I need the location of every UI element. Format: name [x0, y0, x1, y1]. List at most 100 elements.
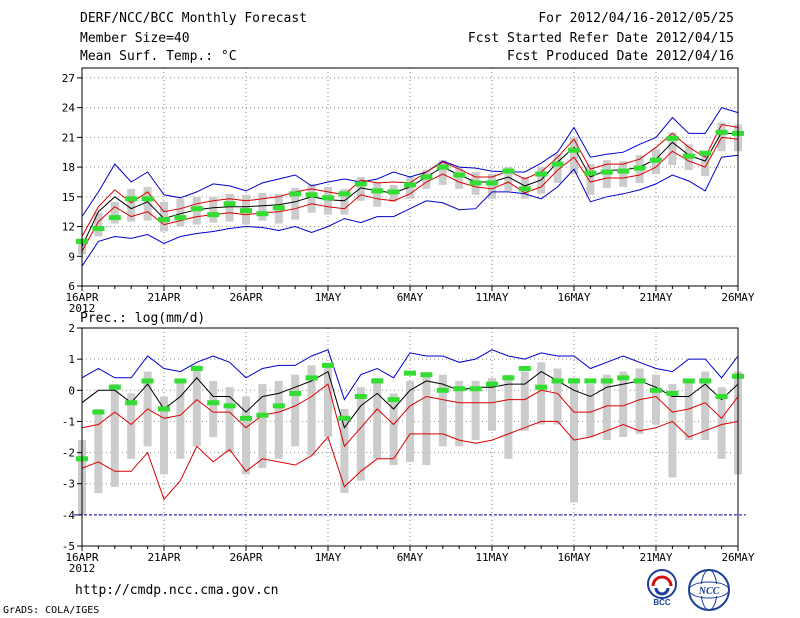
precip-y-tick-label: -5: [62, 540, 75, 553]
temp-marker: [174, 215, 187, 221]
temp-marker: [289, 191, 302, 197]
precip-marker: [666, 390, 679, 396]
precip-x-tick-label: 21MAY: [639, 551, 672, 564]
precip-upper-line: [81, 383, 739, 448]
precip-marker: [141, 378, 154, 384]
temp-marker: [650, 157, 662, 163]
temp-spread-box: [110, 201, 119, 224]
precip-spread-box: [389, 393, 398, 466]
precip-spread-box: [635, 368, 644, 434]
precip-marker: [600, 378, 613, 384]
precip-spread-box: [438, 374, 447, 447]
precip-y-tick-label: -2: [62, 447, 75, 460]
precip-marker: [699, 378, 712, 384]
precip-lower-line: [81, 420, 739, 501]
precip-marker: [535, 384, 548, 390]
temp-spread-box: [570, 137, 578, 175]
temp-y-tick-label: 18: [62, 161, 75, 174]
temp-marker: [453, 172, 466, 178]
temp-marker: [666, 135, 679, 141]
precip-marker: [338, 415, 351, 421]
precip-marker: [158, 406, 170, 412]
precip-spread-box: [356, 387, 365, 481]
precip-spread-box: [274, 380, 283, 459]
temp-y-tick-label: 21: [62, 131, 75, 144]
temp-marker: [715, 129, 728, 135]
temp-marker: [535, 171, 548, 177]
temp-marker: [682, 153, 695, 159]
precip-spread-box: [455, 380, 464, 447]
precip-marker: [387, 397, 400, 403]
temp-marker: [551, 161, 564, 167]
precip-marker: [650, 387, 662, 393]
precip-spread-box: [291, 374, 300, 447]
temp-x-tick-label: 1MAY: [315, 291, 342, 304]
precip-spread-box: [94, 408, 103, 494]
temp-y-tick-label: 9: [68, 250, 75, 263]
temp-marker: [92, 226, 105, 232]
precip-spread-box: [586, 384, 595, 437]
precip-marker: [568, 378, 580, 384]
precip-spread-box: [488, 377, 496, 431]
temp-spread-box: [619, 161, 628, 187]
precip-marker: [108, 384, 121, 390]
temp-spread-box: [373, 181, 382, 207]
precip-marker: [240, 415, 252, 421]
temp-marker: [338, 191, 351, 197]
temp-marker: [600, 169, 613, 175]
temp-marker: [502, 168, 515, 174]
temp-spread-box: [160, 201, 168, 232]
temp-marker: [354, 181, 367, 187]
precip-spread-box: [209, 380, 218, 437]
precip-marker: [518, 365, 531, 371]
precip-spread-box: [324, 365, 332, 437]
precip-spread-box: [422, 374, 431, 466]
precip-y-tick-label: 0: [68, 384, 75, 397]
precip-max-line: [81, 349, 739, 401]
precip-marker: [551, 378, 564, 384]
precip-marker: [420, 372, 433, 378]
forecast-start-date: Fcst Started Refer Date 2012/04/15: [467, 31, 734, 46]
temp-marker: [141, 196, 154, 202]
temp-spread-box: [701, 152, 710, 177]
temp-marker: [469, 180, 482, 186]
precip-spread-box: [504, 374, 513, 459]
temp-marker: [518, 186, 531, 192]
precip-marker: [633, 378, 646, 384]
temp-max-line: [81, 107, 739, 217]
precip-x-tick-label: 26MAY: [721, 551, 754, 564]
precip-y-tick-label: -3: [62, 478, 75, 491]
precip-variable-label: Prec.: log(mm/d): [80, 311, 206, 326]
precip-spread-box: [242, 396, 250, 475]
source-url[interactable]: http://cmdp.ncc.cma.gov.cn: [75, 583, 279, 598]
temp-spread-box: [340, 188, 349, 215]
temp-marker: [322, 195, 334, 201]
temp-x-tick-label: 26APR: [229, 291, 262, 304]
precip-x-tick-label: 21APR: [147, 551, 180, 564]
temp-y-tick-label: 24: [62, 102, 76, 115]
precip-x-tick-label: 6MAY: [397, 551, 424, 564]
temp-marker: [223, 201, 236, 207]
ncc-logo: NCC: [688, 569, 730, 611]
precip-marker: [502, 375, 515, 381]
temp-marker: [272, 205, 285, 211]
precip-spread-box: [127, 393, 136, 459]
temp-marker: [387, 189, 400, 195]
temp-marker: [305, 192, 318, 198]
temp-marker: [699, 150, 712, 156]
precip-marker: [289, 390, 302, 396]
precip-marker: [354, 394, 367, 400]
precip-marker: [272, 403, 285, 409]
precip-spread-box: [717, 387, 726, 459]
temp-year-label: 2012: [69, 302, 96, 315]
temp-lower-line: [81, 136, 739, 252]
precip-spread-box: [373, 377, 382, 459]
temp-spread-box: [307, 183, 316, 213]
chart-title: DERF/NCC/BCC Monthly Forecast: [80, 11, 307, 26]
precip-spread-box: [192, 365, 201, 447]
temp-spread-box: [406, 177, 414, 199]
precip-spread-box: [406, 380, 414, 462]
precip-spread-box: [340, 408, 349, 494]
precip-x-tick-label: 1MAY: [315, 551, 342, 564]
member-size: Member Size=40: [80, 31, 190, 46]
